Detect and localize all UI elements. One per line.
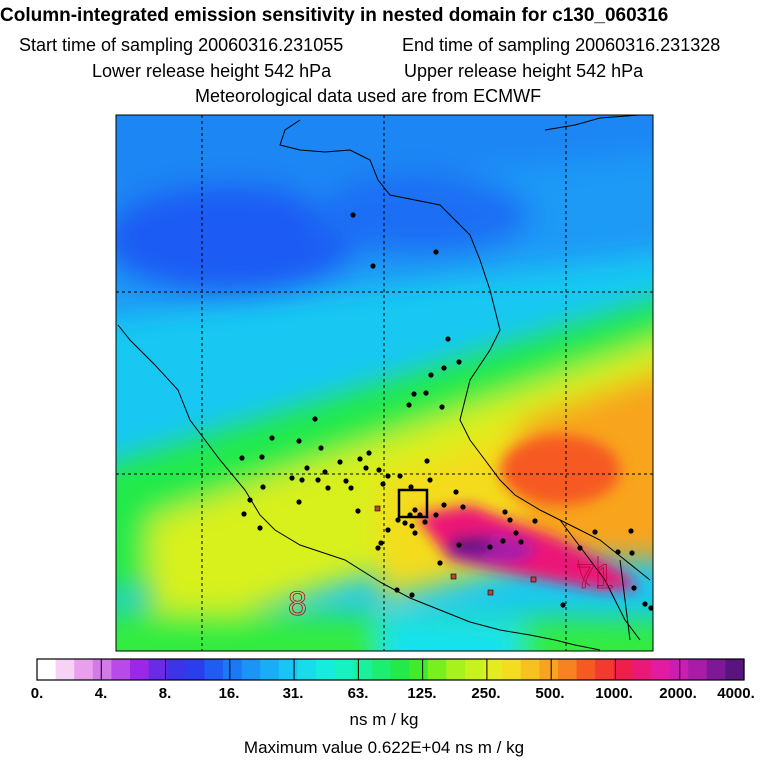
colorbar-swatch xyxy=(260,659,280,680)
colorbar-tick-label: 125. xyxy=(407,685,437,702)
colorbar-tick-label: 4. xyxy=(94,685,108,702)
colorbar-swatch xyxy=(185,659,206,680)
receptor-box xyxy=(397,488,429,519)
upper-release-label: Upper release height 542 hPa xyxy=(404,61,644,81)
start-time-label: Start time of sampling 20060316.231055 xyxy=(19,35,344,55)
colorbar-swatch xyxy=(632,659,652,680)
colorbar-swatch xyxy=(130,659,150,680)
colorbar-tick-label: 250. xyxy=(471,685,501,702)
page-title: Column-integrated emission sensitivity i… xyxy=(0,5,669,26)
colorbar-swatch xyxy=(409,659,429,680)
colorbar-swatch xyxy=(223,659,243,680)
colorbar-swatch xyxy=(688,659,708,680)
colorbar-units: ns m / kg xyxy=(349,710,419,729)
lower-release-label: Lower release height 542 hPa xyxy=(92,61,332,81)
map-panel xyxy=(116,115,653,651)
met-data-label: Meteorological data used are from ECMWF xyxy=(195,86,542,106)
colorbar-swatch xyxy=(371,659,392,680)
colorbar-swatch xyxy=(613,659,633,680)
max-value-label: Maximum value 0.622E+04 ns m / kg xyxy=(243,738,525,757)
colorbar-swatch xyxy=(316,659,336,680)
colorbar-swatch xyxy=(297,659,317,680)
colorbar-swatch xyxy=(557,659,578,680)
colorbar-swatch xyxy=(650,659,671,680)
contour-label-71: 71 xyxy=(576,558,614,596)
colorbar-swatch xyxy=(390,659,410,680)
colorbar-tick-label: 1000. xyxy=(595,685,633,702)
colorbar xyxy=(37,659,745,680)
trajectory-points xyxy=(239,212,653,611)
colorbar-swatch xyxy=(74,659,94,680)
colorbar-tick-label: 8. xyxy=(158,685,172,702)
grid-lines xyxy=(116,115,653,651)
colorbar-swatch xyxy=(111,659,131,680)
colorbar-swatch xyxy=(464,659,485,680)
colorbar-swatch xyxy=(427,659,447,680)
colorbar-swatch xyxy=(576,659,596,680)
colorbar-tick-label: 2000. xyxy=(659,685,697,702)
contour-lines xyxy=(577,556,599,588)
colorbar-swatch xyxy=(595,659,615,680)
colorbar-swatch xyxy=(334,659,354,680)
colorbar-swatch xyxy=(446,659,466,680)
colorbar-swatch xyxy=(92,659,113,680)
colorbar-swatch xyxy=(204,659,224,680)
colorbar-tick-label: 63. xyxy=(347,685,369,702)
colorbar-swatch xyxy=(483,659,503,680)
colorbar-swatch xyxy=(353,659,373,680)
colorbar-tick-label: 0. xyxy=(30,685,44,702)
colorbar-swatch xyxy=(502,659,522,680)
map-frame xyxy=(115,114,654,652)
coastline xyxy=(117,115,651,651)
colorbar-swatch xyxy=(148,659,168,680)
release-points xyxy=(374,505,537,596)
sensitivity-field xyxy=(116,115,653,651)
colorbar-swatch xyxy=(167,659,187,680)
colorbar-swatch xyxy=(55,659,75,680)
contour-label-8: 8 xyxy=(288,585,307,623)
colorbar-swatch xyxy=(725,659,745,680)
colorbar-ticks xyxy=(36,659,745,680)
colorbar-swatch xyxy=(539,659,559,680)
colorbar-tick-label: 16. xyxy=(218,685,240,702)
colorbar-swatch xyxy=(520,659,540,680)
colorbar-swatch xyxy=(669,659,689,680)
colorbar-swatch xyxy=(278,659,299,680)
colorbar-swatch xyxy=(37,659,57,680)
colorbar-tick-label: 31. xyxy=(282,685,304,702)
colorbar-tick-label: 500. xyxy=(535,685,565,702)
end-time-label: End time of sampling 20060316.231328 xyxy=(402,35,721,55)
colorbar-swatch xyxy=(706,659,726,680)
colorbar-swatch xyxy=(241,659,261,680)
colorbar-tick-label: 4000. xyxy=(717,685,755,702)
